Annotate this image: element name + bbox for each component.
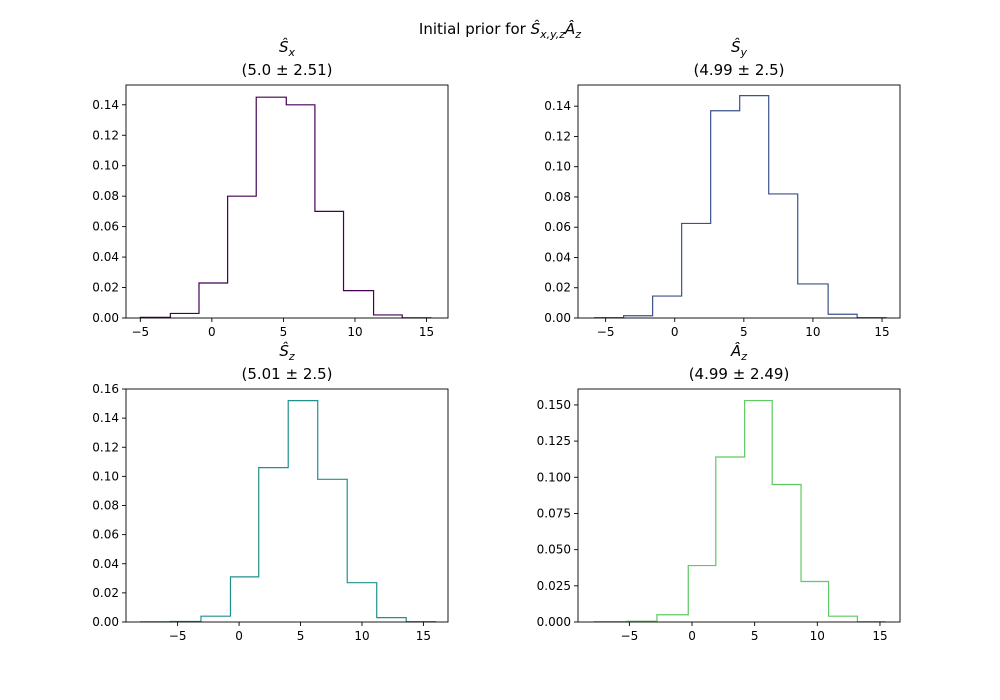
x-tick-label: 5 <box>740 325 748 339</box>
histogram-step-line <box>593 399 886 623</box>
axes-frame <box>125 84 449 319</box>
x-tick-label: 10 <box>810 629 825 643</box>
y-tick-label: 0.12 <box>92 128 119 142</box>
y-tick-label: 0.08 <box>544 190 571 204</box>
y-tick-label: 0.050 <box>537 543 571 557</box>
y-tick-label: 0.16 <box>92 382 119 396</box>
y-tick-label: 0.02 <box>92 281 119 295</box>
suptitle-math-sub: x,y,z <box>539 28 565 41</box>
y-tick-label: 0.000 <box>537 615 571 629</box>
y-tick-label: 0.10 <box>92 469 119 483</box>
x-tick-label: 15 <box>416 629 431 643</box>
y-tick-label: 0.04 <box>544 250 571 264</box>
x-tick-label: −5 <box>131 325 149 339</box>
y-tick-label: 0.06 <box>92 220 119 234</box>
suptitle-math-sub2: z <box>574 28 581 41</box>
y-tick-label: 0.06 <box>92 528 119 542</box>
y-tick-label: 0.100 <box>537 470 571 484</box>
x-tick-label: 5 <box>751 629 759 643</box>
y-tick-label: 0.04 <box>92 250 119 264</box>
subplot-subtitle: (5.0 ± 2.51) <box>241 61 332 79</box>
y-tick-label: 0.00 <box>92 615 119 629</box>
suptitle-math-s: Ŝ <box>531 19 541 38</box>
subplot-4: Âz (4.99 ± 2.49) −5 0 5 10 15 0.000 0.025 0.050 0… <box>537 341 901 643</box>
subplot-title-var: Ŝ <box>279 341 289 360</box>
subplot-2: Ŝy (4.99 ± 2.5) −5 0 5 10 15 0.00 0.02 0.04 0.06 0… <box>544 37 901 339</box>
x-tick-label: −5 <box>597 325 615 339</box>
y-tick-label: 0.02 <box>544 281 571 295</box>
subplot-subtitle: (4.99 ± 2.49) <box>689 365 790 383</box>
y-tick-label: 0.00 <box>544 311 571 325</box>
y-tick-label: 0.12 <box>92 440 119 454</box>
y-tick-label: 0.12 <box>544 129 571 143</box>
subplot-title: Ŝy <box>731 37 748 59</box>
y-tick-label: 0.025 <box>537 579 571 593</box>
y-tick-label: 0.08 <box>92 499 119 513</box>
subplot-title-var: Ŝ <box>731 37 741 56</box>
subplot-1: Ŝx (5.0 ± 2.51) −5 0 5 10 15 0.00 0.02 0.04 0.06 0… <box>92 37 449 339</box>
figure-suptitle: Initial prior for Ŝx,y,zÂz <box>419 19 581 41</box>
y-tick-label: 0.08 <box>92 189 119 203</box>
y-tick-label: 0.125 <box>537 434 571 448</box>
y-tick-label: 0.06 <box>544 220 571 234</box>
x-tick-label: 15 <box>872 629 887 643</box>
y-tick-label: 0.075 <box>537 506 571 520</box>
x-tick-label: 10 <box>354 629 369 643</box>
y-tick-label: 0.14 <box>544 99 571 113</box>
subplot-subtitle: (5.01 ± 2.5) <box>241 365 332 383</box>
x-tick-label: −5 <box>169 629 187 643</box>
subplot-title-sub: y <box>740 46 748 59</box>
x-tick-label: −5 <box>621 629 639 643</box>
subplot-3: Ŝz (5.01 ± 2.5) −5 0 5 10 15 0.00 0.02 0.04 0.06 0… <box>92 341 449 643</box>
subplot-title-var: Â <box>730 341 741 360</box>
axes-frame <box>577 84 901 319</box>
x-tick-label: 15 <box>419 325 434 339</box>
subplot-title: Ŝx <box>279 37 296 59</box>
x-tick-label: 10 <box>347 325 362 339</box>
x-tick-label: 10 <box>805 325 820 339</box>
y-tick-label: 0.10 <box>92 159 119 173</box>
histogram-step-line <box>140 400 437 623</box>
y-tick-label: 0.02 <box>92 586 119 600</box>
subplot-title: Ŝz <box>279 341 295 363</box>
axes-frame <box>577 388 901 623</box>
x-tick-label: 5 <box>280 325 288 339</box>
suptitle-math-a: Â <box>564 19 575 38</box>
subplot-title-var: Ŝ <box>279 37 289 56</box>
y-tick-label: 0.14 <box>92 98 119 112</box>
y-tick-label: 0.04 <box>92 557 119 571</box>
y-tick-label: 0.10 <box>544 160 571 174</box>
y-tick-label: 0.150 <box>537 398 571 412</box>
x-tick-label: 0 <box>208 325 216 339</box>
subplot-title-sub: x <box>288 46 296 59</box>
x-tick-label: 0 <box>671 325 679 339</box>
subplot-title-sub: z <box>288 350 295 363</box>
x-tick-label: 0 <box>688 629 696 643</box>
subplot-title: Âz <box>730 341 747 363</box>
x-tick-label: 15 <box>874 325 889 339</box>
suptitle-text: Initial prior for <box>419 20 531 38</box>
y-tick-label: 0.14 <box>92 411 119 425</box>
subplot-title-sub: z <box>740 350 747 363</box>
histogram-step-line <box>139 96 432 319</box>
subplot-subtitle: (4.99 ± 2.5) <box>693 61 784 79</box>
x-tick-label: 5 <box>297 629 305 643</box>
y-tick-label: 0.00 <box>92 311 119 325</box>
histogram-step-line <box>593 94 887 319</box>
x-tick-label: 0 <box>235 629 243 643</box>
